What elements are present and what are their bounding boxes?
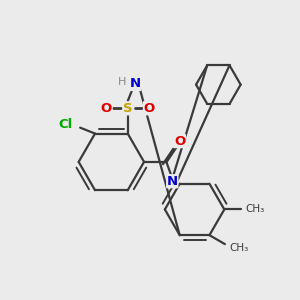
Text: H: H <box>118 77 126 88</box>
Text: O: O <box>101 102 112 115</box>
Text: Cl: Cl <box>58 118 72 131</box>
Text: CH₃: CH₃ <box>230 243 249 253</box>
Text: N: N <box>130 77 141 90</box>
Text: O: O <box>174 135 185 148</box>
Text: O: O <box>143 102 155 115</box>
Text: CH₃: CH₃ <box>245 204 264 214</box>
Text: N: N <box>167 175 178 188</box>
Text: S: S <box>123 102 133 115</box>
